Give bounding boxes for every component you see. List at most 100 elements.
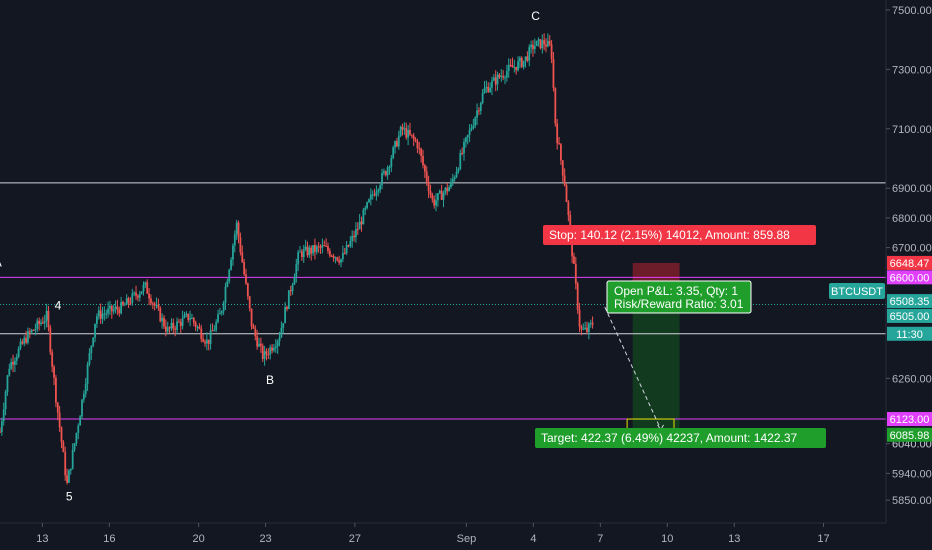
candle — [532, 40, 534, 57]
candle — [228, 268, 231, 284]
candle-body — [226, 281, 229, 287]
candle-body — [457, 168, 460, 172]
candle-body — [526, 56, 529, 61]
candle-body — [73, 443, 76, 450]
candle — [187, 313, 190, 323]
candle — [539, 39, 542, 50]
y-tick-label: 6900.00 — [892, 183, 932, 195]
candle-body — [533, 46, 536, 50]
candle-body — [427, 181, 430, 192]
candle-body — [444, 187, 447, 193]
candle — [479, 101, 482, 115]
candle-body — [498, 74, 501, 78]
candle — [381, 168, 383, 190]
candle-body — [163, 317, 165, 327]
candle-body — [306, 246, 309, 256]
y-tick-label: 6260.00 — [892, 373, 932, 385]
candle — [574, 256, 577, 290]
candle — [412, 132, 415, 146]
candle — [45, 303, 48, 328]
candle — [261, 343, 264, 363]
candle-body — [450, 181, 452, 188]
candle — [461, 147, 464, 156]
candle — [552, 52, 555, 92]
x-tick-label: 16 — [103, 533, 115, 545]
candle-body — [263, 351, 266, 360]
candle-body — [129, 302, 132, 304]
candle-body — [539, 39, 542, 49]
candle-body — [151, 303, 154, 305]
candle-body — [258, 343, 260, 347]
candle — [163, 315, 165, 330]
candle-body — [207, 339, 210, 344]
candle-body — [535, 40, 538, 47]
candle — [520, 56, 523, 69]
price-tag-bg — [887, 308, 932, 323]
candle — [192, 316, 195, 327]
candle — [168, 326, 171, 334]
price-tag-label: 6600.00 — [890, 272, 930, 284]
candle-body — [532, 44, 534, 50]
candle — [274, 339, 277, 353]
candle — [84, 377, 87, 398]
candle — [161, 313, 164, 329]
candle — [166, 321, 169, 334]
candle-body — [60, 427, 63, 443]
candle-body — [291, 284, 294, 292]
candle — [177, 318, 180, 323]
candle — [414, 137, 417, 143]
candle — [92, 337, 95, 348]
candle — [243, 258, 246, 276]
candle — [205, 332, 208, 351]
candle-body — [90, 345, 93, 354]
candle — [500, 69, 503, 82]
candle-body — [92, 337, 95, 346]
candle — [75, 432, 78, 447]
candle-body — [587, 323, 590, 333]
candle-body — [209, 330, 212, 344]
candle-body — [284, 307, 287, 324]
price-tag-6123.00: 6123.00 — [887, 412, 932, 427]
candle-body — [390, 158, 393, 167]
candle — [310, 245, 313, 261]
candle-body — [166, 327, 169, 332]
candle — [129, 297, 132, 306]
time-axis[interactable]: 13 16 20 23 27 Sep 4 7 10 13 17 — [36, 523, 830, 545]
candle — [515, 66, 518, 75]
candle — [62, 440, 65, 453]
candle — [17, 346, 20, 359]
candle-body — [440, 190, 443, 200]
candle — [202, 334, 205, 343]
candle — [105, 309, 108, 320]
candle — [120, 296, 123, 315]
candle-body — [248, 296, 251, 309]
candle — [259, 337, 262, 353]
candle — [112, 304, 115, 315]
candle-body — [271, 347, 273, 351]
candle-body — [293, 277, 296, 285]
candle — [582, 323, 585, 331]
symbol-badge[interactable]: BTCUSDT — [829, 283, 885, 299]
candle-body — [34, 328, 37, 331]
candle-body — [478, 110, 480, 112]
candle-body — [94, 323, 96, 338]
candle-body — [45, 310, 48, 321]
price-tag-label: 11:30 — [896, 329, 923, 341]
candle-body — [520, 57, 523, 67]
candle-body — [136, 295, 139, 298]
y-tick-label: 7300.00 — [892, 64, 932, 76]
candle — [444, 187, 447, 196]
candle-body — [146, 282, 149, 294]
candle — [487, 82, 490, 94]
candle — [468, 124, 471, 143]
candle-body — [511, 65, 514, 68]
candle-body — [485, 86, 488, 89]
candle — [0, 427, 1, 433]
candle — [438, 189, 441, 195]
candle — [315, 244, 318, 255]
candle — [122, 300, 124, 307]
candle — [222, 300, 225, 316]
candle — [330, 254, 333, 258]
